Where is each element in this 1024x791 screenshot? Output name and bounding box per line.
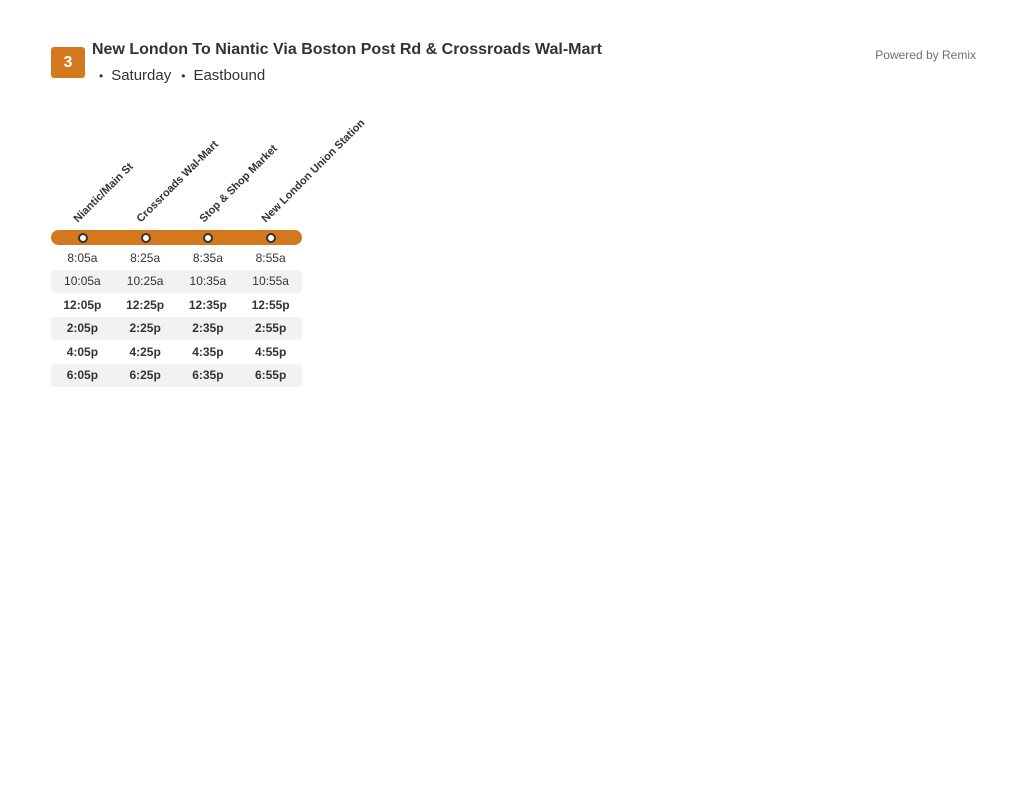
trip-time: 2:55p [254,321,287,336]
stop-marker [266,233,276,243]
timetable: 8:05a 8:25a 8:35a 8:55a 10:05a 10:25a 10… [51,246,302,387]
trip-row: 12:05p 12:25p 12:35p 12:55p [51,293,302,317]
trip-time: 2:05p [66,321,99,336]
bullet-separator: • [99,68,104,83]
stop-label: Niantic/Main St [71,160,136,225]
trip-time: 12:35p [188,297,227,312]
route-meta: • Saturday • Eastbound [99,67,265,84]
trip-row: 10:05a 10:25a 10:35a 10:55a [51,269,302,293]
trip-time: 10:05a [64,274,101,289]
trip-row: 4:05p 4:25p 4:35p 4:55p [51,340,302,364]
trip-time: 10:55a [252,274,289,289]
route-line [51,230,302,245]
stop-marker [141,233,151,243]
trip-time: 6:35p [192,368,224,383]
trip-time: 10:25a [126,274,164,289]
trip-time: 12:55p [251,297,290,312]
direction: Eastbound [193,67,266,84]
trip-row: 6:05p 6:25p 6:35p 6:55p [51,363,302,387]
stop-marker [203,233,213,243]
trip-time: 4:05p [66,344,99,359]
trip-time: 8:25a [130,250,161,265]
bullet-separator: • [181,68,186,83]
trip-time: 12:25p [126,297,165,312]
route-badge: 3 [51,47,85,78]
trip-row: 8:05a 8:25a 8:35a 8:55a [51,246,302,270]
trip-time: 4:35p [192,344,224,359]
trip-time: 10:35a [189,274,227,289]
stop-label: New London Union Station [259,117,368,225]
trip-time: 4:25p [129,344,161,359]
trip-time: 8:55a [255,250,286,265]
trip-time: 12:05p [63,297,102,312]
trip-time: 2:25p [129,321,161,336]
trip-time: 8:35a [192,250,223,265]
trip-time: 6:25p [129,368,161,383]
trip-time: 6:55p [254,368,287,383]
trip-row: 2:05p 2:25p 2:35p 2:55p [51,316,302,340]
trip-time: 4:55p [254,344,287,359]
route-title: New London To Niantic Via Boston Post Rd… [92,41,602,58]
trip-time: 8:05a [67,250,98,265]
trip-time: 2:35p [192,321,224,336]
service-day: Saturday [111,67,172,84]
trip-time: 6:05p [66,368,99,383]
stop-marker [78,233,88,243]
powered-by-link[interactable]: Powered by Remix [875,48,976,62]
